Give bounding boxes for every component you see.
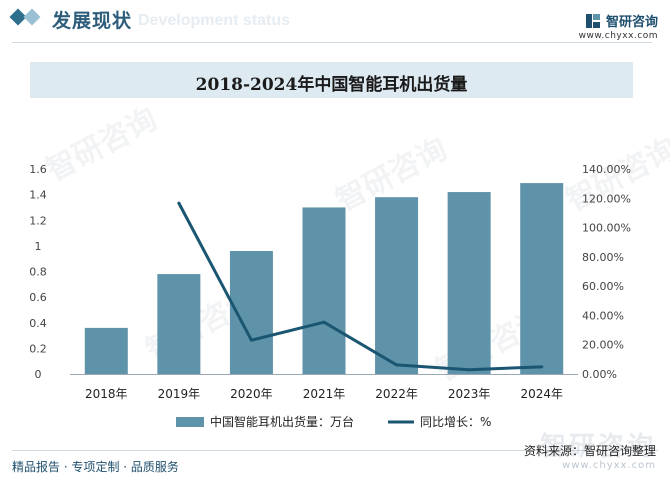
x-tick-label: 2021年 <box>303 387 346 401</box>
header-subtitle-en: Development status <box>138 12 291 29</box>
chart-svg: 0 0.2 0.4 0.6 0.8 1 1.2 1.4 1.6 0.00% 20.00% 40.00%… <box>29 163 631 429</box>
y-right-tick-label: 100.00% <box>582 222 631 235</box>
page-header: Development status 发展现状 智研咨询 www.chyxx.c… <box>0 0 670 44</box>
brand-logo-icon <box>585 13 600 28</box>
growth-point <box>395 363 399 367</box>
y-left-tick-label: 0.8 <box>29 266 47 279</box>
y-right-tick-label: 20.00% <box>582 339 624 352</box>
brand-name: 智研咨询 <box>605 15 658 30</box>
bar <box>157 274 201 374</box>
page-footer: 智研咨询 精品报告 · 专项定制 · 品质服务 资料来源：智研咨询整理 www.… <box>0 432 670 492</box>
footer-tagline: 精品报告 · 专项定制 · 品质服务 <box>12 460 179 474</box>
y-right-tick-label: 60.00% <box>582 280 624 293</box>
y-left-tick-label: 0.2 <box>29 342 47 355</box>
bar <box>520 183 564 374</box>
bar <box>84 327 128 374</box>
y-left-tick-label: 0 <box>35 368 42 381</box>
footer-site: www.chyxx.com <box>562 460 656 471</box>
y-left-tick-label: 0.4 <box>29 317 47 330</box>
y-right-tick-label: 140.00% <box>582 163 631 176</box>
x-tick-label: 2019年 <box>158 387 201 401</box>
y-right-tick-label: 80.00% <box>582 251 624 264</box>
bar <box>375 197 419 374</box>
x-tick-label: 2020年 <box>230 387 273 401</box>
growth-point <box>177 201 181 205</box>
growth-point <box>467 368 471 372</box>
y-left-tick-label: 1.6 <box>29 163 47 176</box>
growth-line <box>177 202 542 372</box>
y-left-tick-label: 0.6 <box>29 291 47 304</box>
y-left-tick-label: 1.4 <box>29 189 47 202</box>
x-tick-label: 2022年 <box>375 387 418 401</box>
x-tick-label: 2018年 <box>85 387 128 401</box>
legend-label: 中国智能耳机出货量：万台 <box>210 414 354 429</box>
chart-title-band: 2018-2024年中国智能耳机出货量 <box>30 62 633 98</box>
growth-point <box>249 338 253 342</box>
x-tick-label: 2024年 <box>520 387 563 401</box>
brand-block: 智研咨询 www.chyxx.com <box>579 10 658 41</box>
y-right-tick-label: 120.00% <box>582 192 631 205</box>
bar <box>302 207 346 374</box>
page-title: 发展现状 <box>52 10 133 32</box>
source-note: 资料来源：智研咨询整理 <box>523 444 656 458</box>
brand-site: www.chyxx.com <box>578 31 658 41</box>
header-divider <box>12 42 652 43</box>
legend-label: 同比增长：% <box>420 415 491 429</box>
y-left-tick-label: 1 <box>35 240 42 253</box>
x-tick-label: 2023年 <box>448 387 491 401</box>
legend-swatch-bar <box>176 417 204 427</box>
bar <box>447 192 491 374</box>
y-right-tick-label: 0.00% <box>582 368 617 381</box>
growth-point <box>322 320 326 324</box>
growth-point <box>540 365 544 369</box>
footer-divider <box>12 450 658 451</box>
y-left-tick-label: 1.2 <box>29 214 47 227</box>
y-right-tick-label: 40.00% <box>582 309 624 322</box>
footer-watermark: 智研咨询 <box>539 432 656 462</box>
chart-title: 2018-2024年中国智能耳机出货量 <box>195 75 468 95</box>
